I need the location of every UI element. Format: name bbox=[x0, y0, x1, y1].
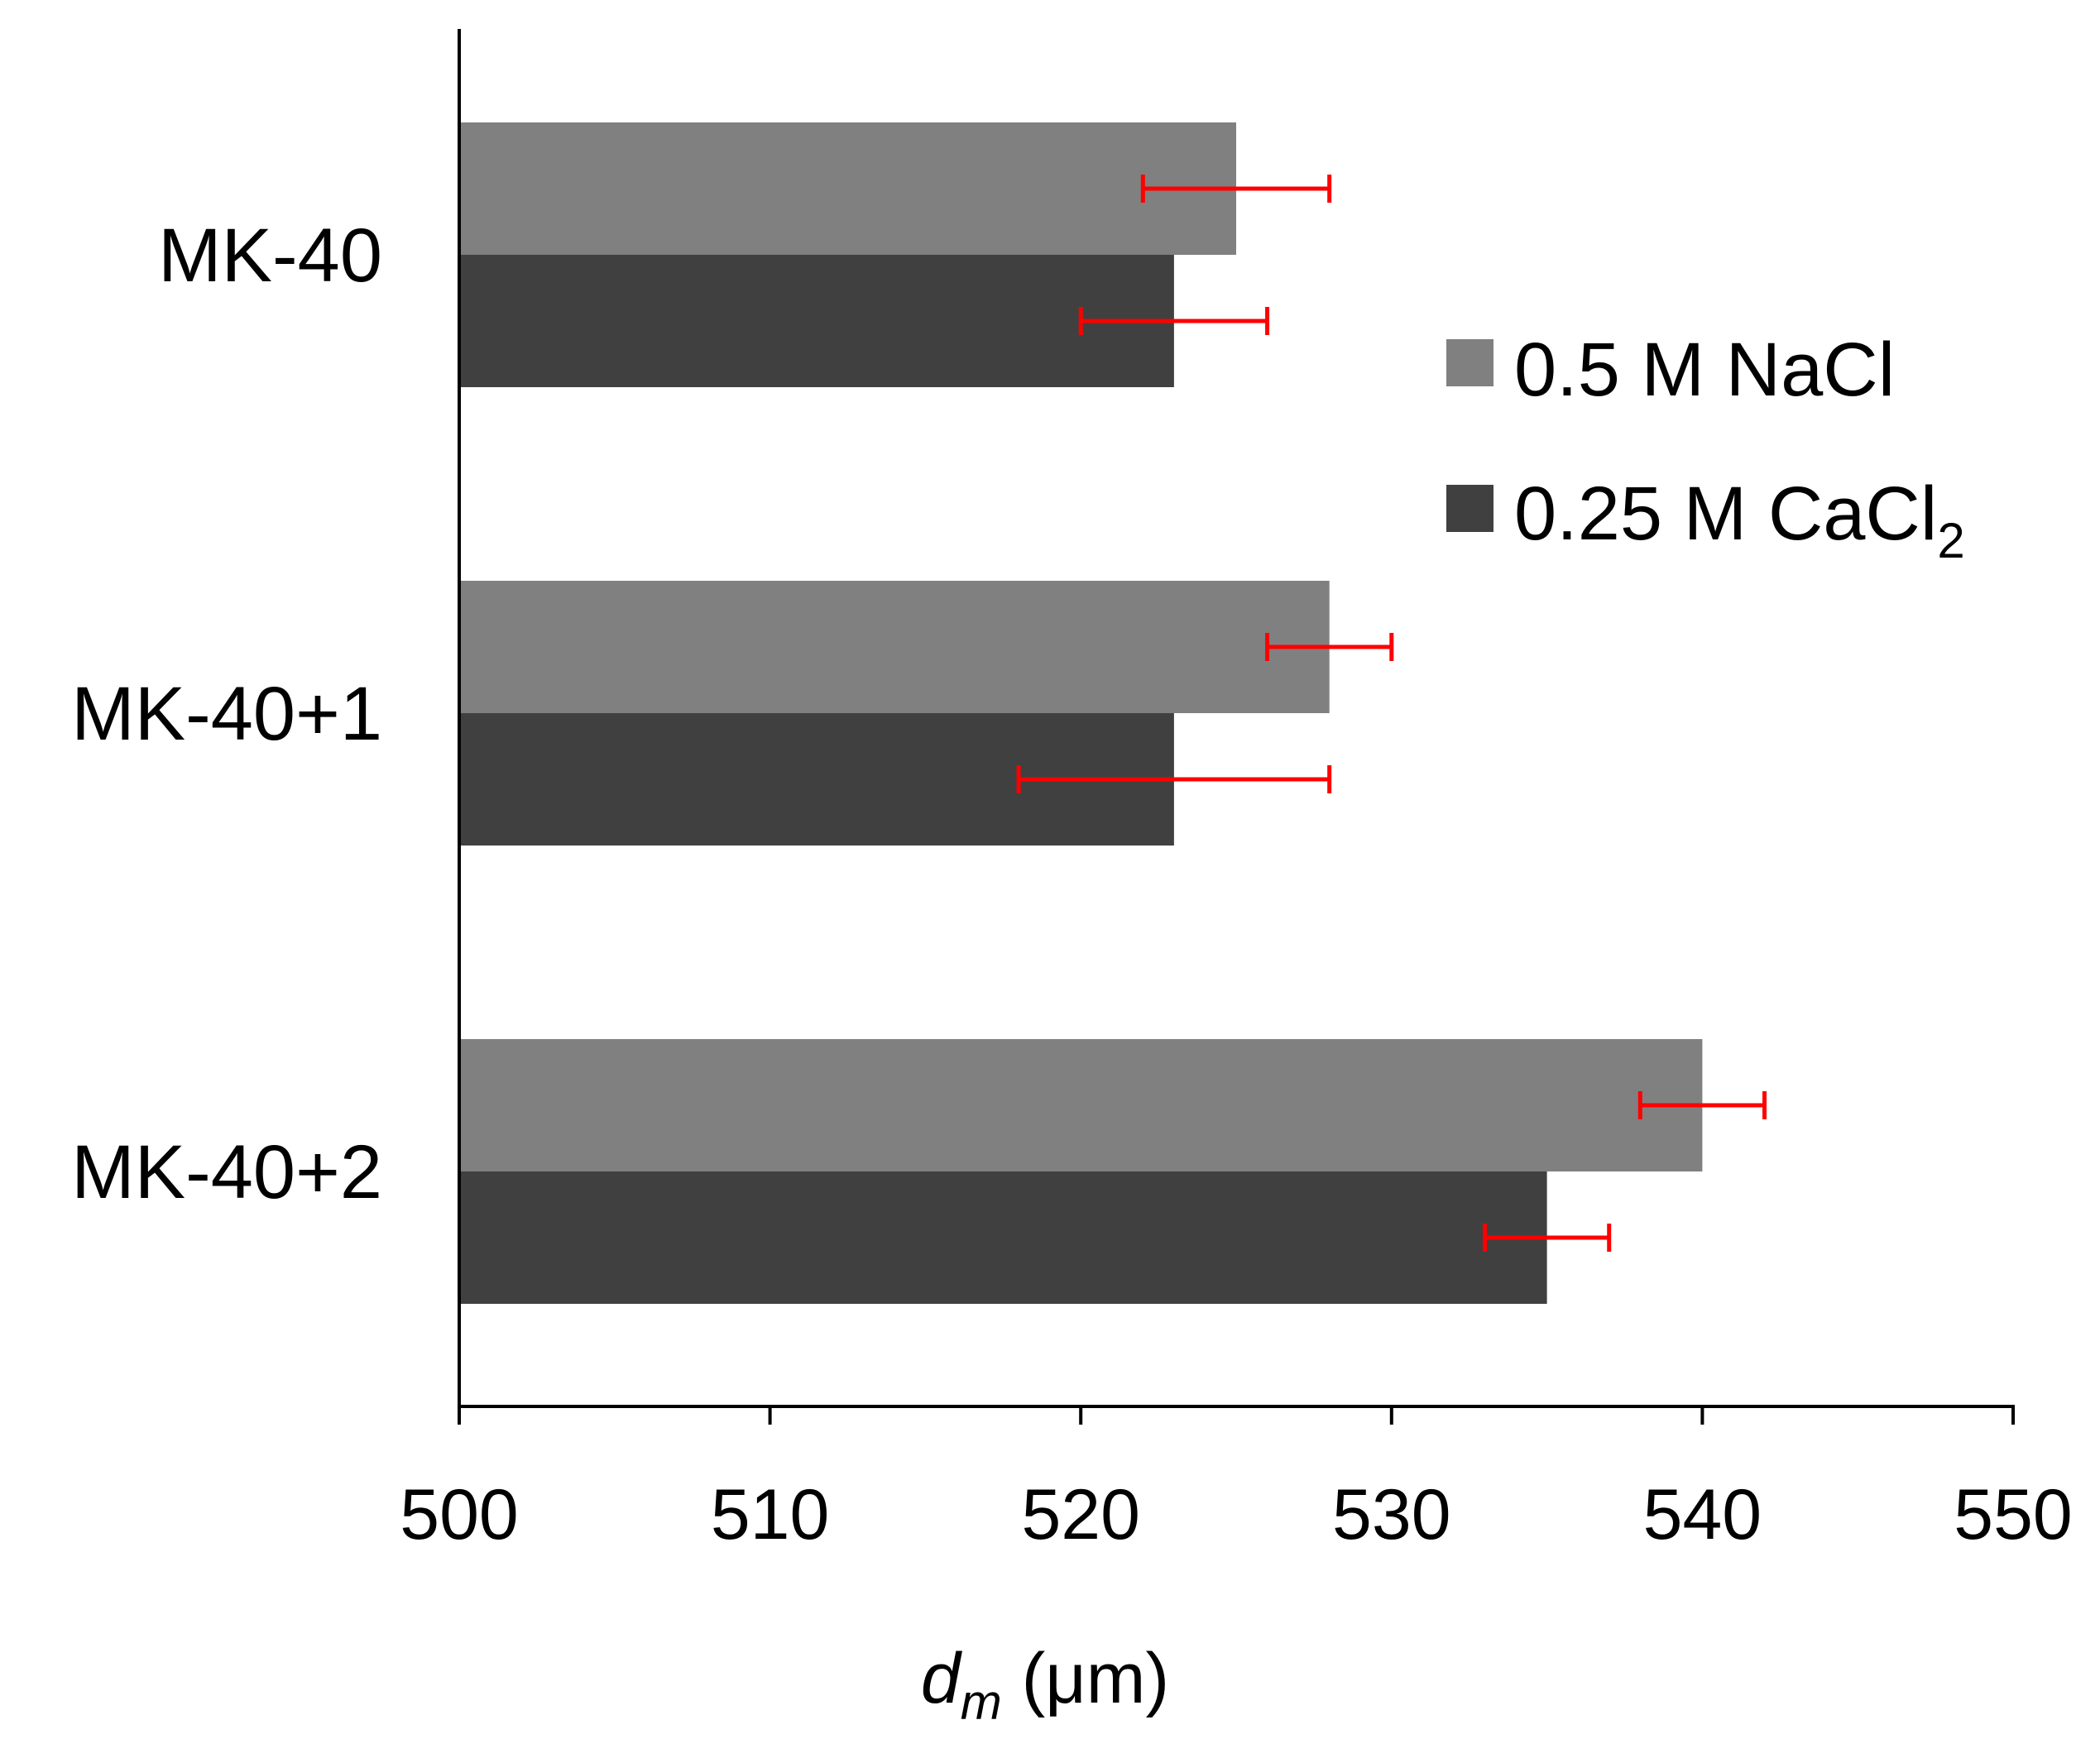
x-tick-label-4: 540 bbox=[1643, 1475, 1762, 1555]
error-bars-group bbox=[1016, 175, 1767, 1252]
x-axis-title: dm (μm) bbox=[921, 1639, 1169, 1730]
error-bar-2-0 bbox=[1637, 1091, 1767, 1119]
error-bar-2-1 bbox=[1482, 1224, 1612, 1252]
bar-0-0 bbox=[459, 122, 1236, 255]
legend-label-cacl2: 0.25 M CaCl2 bbox=[1514, 472, 1965, 568]
legend: 0.5 M NaCl 0.25 M CaCl2 bbox=[1446, 328, 1965, 568]
x-tick-label-1: 510 bbox=[711, 1475, 830, 1555]
error-bar-0-0 bbox=[1140, 175, 1332, 203]
legend-label-cacl2-subscript: 2 bbox=[1937, 513, 1964, 568]
bar-1-0 bbox=[459, 581, 1330, 713]
category-label-0: MK-40 bbox=[158, 213, 382, 298]
bar-2-0 bbox=[459, 1039, 1703, 1171]
x-ticks-group: 500 510 520 530 540 550 bbox=[400, 1406, 2073, 1555]
bars-group bbox=[459, 122, 1703, 1304]
x-tick-label-0: 500 bbox=[400, 1475, 519, 1555]
error-bar-0-1 bbox=[1078, 307, 1270, 335]
bar-2-1 bbox=[459, 1171, 1547, 1304]
bar-0-1 bbox=[459, 255, 1174, 387]
error-bar-1-0 bbox=[1265, 633, 1394, 661]
x-tick-label-3: 530 bbox=[1332, 1475, 1451, 1555]
category-label-1: MK-40+1 bbox=[71, 672, 382, 756]
error-bar-1-1 bbox=[1016, 765, 1332, 793]
x-tick-label-2: 520 bbox=[1021, 1475, 1140, 1555]
category-labels-group: MK-40 MK-40+1 MK-40+2 bbox=[71, 213, 382, 1214]
legend-label-nacl: 0.5 M NaCl bbox=[1514, 328, 1895, 412]
legend-swatch-cacl2 bbox=[1446, 485, 1493, 532]
x-tick-label-5: 550 bbox=[1954, 1475, 2073, 1555]
category-label-2: MK-40+2 bbox=[71, 1130, 382, 1214]
legend-swatch-nacl bbox=[1446, 339, 1493, 386]
